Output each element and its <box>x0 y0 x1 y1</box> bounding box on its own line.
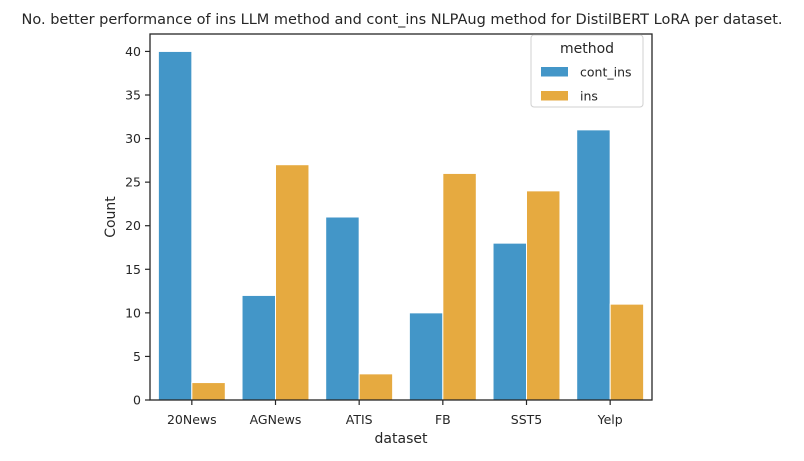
bar-ins-Yelp <box>609 303 645 401</box>
legend-swatch-ins <box>541 91 568 101</box>
legend-label-ins: ins <box>580 89 598 104</box>
bar-cont_ins-20News <box>157 50 193 401</box>
y-tick-label: 10 <box>125 305 141 320</box>
y-axis-label: Count <box>103 196 119 238</box>
y-axis: 0 5 10 15 20 25 30 35 40 <box>125 44 150 408</box>
bar-cont_ins-FB <box>408 312 444 401</box>
bar-ins-ATIS <box>358 373 394 401</box>
legend-box <box>530 34 644 108</box>
y-tick-label: 25 <box>125 175 141 190</box>
legend-title: method <box>560 41 614 57</box>
legend-label-cont_ins: cont_ins <box>580 65 632 80</box>
bar-ins-20News <box>191 382 226 401</box>
bar-cont_ins-SST5 <box>492 242 527 401</box>
x-tick-label: 20News <box>167 412 217 427</box>
bar-cont_ins-ATIS <box>325 216 360 401</box>
y-tick-label: 40 <box>125 44 141 59</box>
bar-ins-FB <box>442 172 477 401</box>
y-tick-label: 20 <box>125 218 141 233</box>
legend-swatch-cont_ins <box>541 67 568 77</box>
bar-cont_ins-Yelp <box>576 129 611 401</box>
x-axis-label: dataset <box>375 431 428 447</box>
bars <box>157 50 645 401</box>
x-tick-label: Yelp <box>597 412 623 427</box>
chart-title: No. better performance of ins LLM method… <box>22 12 783 28</box>
x-tick-label: FB <box>435 412 451 427</box>
y-tick-label: 5 <box>133 349 141 364</box>
x-tick-label: AGNews <box>250 412 302 427</box>
y-tick-label: 15 <box>125 262 141 277</box>
bar-cont_ins-AGNews <box>241 294 276 401</box>
x-tick-label: ATIS <box>346 412 373 427</box>
y-tick-label: 35 <box>125 88 141 103</box>
bar-ins-AGNews <box>275 164 310 401</box>
bar-ins-SST5 <box>526 190 561 401</box>
x-axis: 20News AGNews ATIS FB SST5 Yelp <box>167 400 623 427</box>
x-tick-label: SST5 <box>511 412 542 427</box>
y-tick-label: 0 <box>133 393 141 408</box>
y-tick-label: 30 <box>125 131 141 146</box>
plot-frame <box>149 33 653 401</box>
